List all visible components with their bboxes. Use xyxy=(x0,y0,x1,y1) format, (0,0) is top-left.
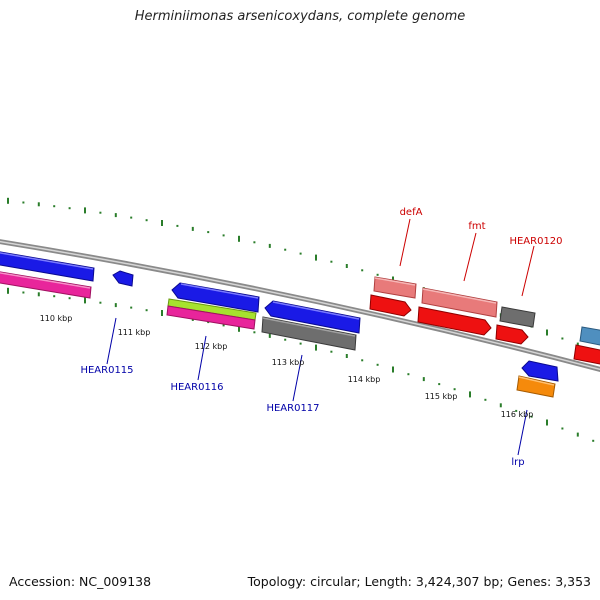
tick-label-110: 110 kbp xyxy=(40,314,73,323)
gene-label-hear0115: HEAR0115 xyxy=(80,365,133,376)
gene-defa-red-arrow[interactable] xyxy=(369,294,412,317)
gene-hear0120-feature[interactable] xyxy=(499,306,536,328)
gene-label-fmt: fmt xyxy=(468,221,485,232)
gene-hear0115-arrow[interactable] xyxy=(0,251,95,282)
map-title: Herminiimonas arsenicoxydans, complete g… xyxy=(134,9,466,24)
gene-hear0120-red-arrow[interactable] xyxy=(495,324,529,345)
gene-magenta-feature-2[interactable] xyxy=(166,305,256,330)
outer-tick-ring xyxy=(7,197,595,352)
callout-hear0120 xyxy=(521,245,535,297)
accession-text: Accession: NC_009138 xyxy=(9,574,152,589)
inner-tick-ring xyxy=(7,287,595,442)
tick-label-116: 116 kbp xyxy=(501,410,534,419)
genome-summary-text: Topology: circular; Length: 3,424,307 bp… xyxy=(247,574,591,589)
gene-label-hear0120: HEAR0120 xyxy=(509,236,562,247)
gene-red-feature-right[interactable] xyxy=(573,344,600,365)
gene-hear0116-arrow[interactable] xyxy=(171,282,260,313)
tick-label-112: 112 kbp xyxy=(195,342,228,351)
gene-small-blue-arrow[interactable] xyxy=(112,270,134,287)
gene-fmt-feature[interactable] xyxy=(421,287,498,318)
callout-lrp xyxy=(517,409,528,456)
gene-hear0117-arrow[interactable] xyxy=(264,300,361,334)
gene-magenta-feature[interactable] xyxy=(0,271,92,299)
callout-hear0117 xyxy=(292,354,303,402)
gene-orange-feature[interactable] xyxy=(516,375,556,398)
tick-label-114: 114 kbp xyxy=(348,375,381,384)
gene-gray-feature[interactable] xyxy=(261,316,357,351)
gene-lrp-arrow[interactable] xyxy=(521,360,559,382)
gene-defa-feature[interactable] xyxy=(373,276,417,299)
tick-label-113: 113 kbp xyxy=(272,358,305,367)
tick-label-115: 115 kbp xyxy=(425,392,458,401)
gene-steelblue-feature[interactable] xyxy=(579,326,600,346)
tick-label-111: 111 kbp xyxy=(118,328,151,337)
gene-label-hear0116: HEAR0116 xyxy=(170,382,223,393)
callout-defa xyxy=(399,218,411,267)
callout-hear0115 xyxy=(106,317,117,365)
gene-fmt-red-arrow[interactable] xyxy=(417,306,492,336)
gene-label-defa: defA xyxy=(400,207,423,218)
gene-label-lrp: lrp xyxy=(511,457,524,468)
genome-backbone-highlight xyxy=(0,240,600,371)
gene-label-hear0117: HEAR0117 xyxy=(266,403,319,414)
callout-hear0116 xyxy=(197,335,207,381)
callout-fmt xyxy=(463,232,477,282)
